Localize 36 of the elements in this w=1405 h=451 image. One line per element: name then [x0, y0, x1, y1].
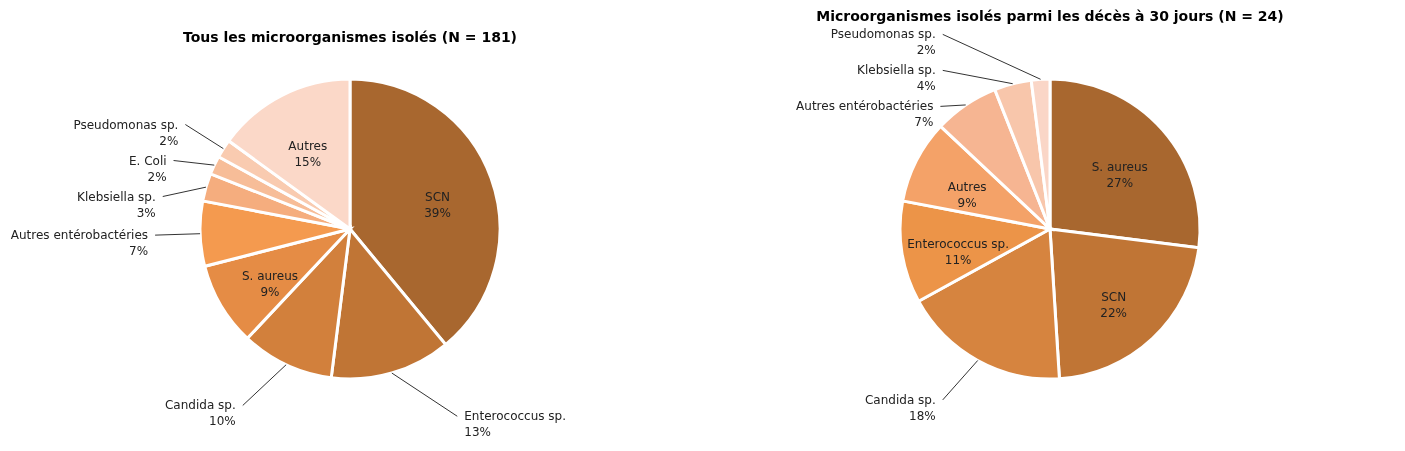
data-label: 9%: [260, 285, 280, 300]
slice-label: Enterococcus sp.: [907, 236, 1010, 251]
data-label: 22%: [1100, 305, 1127, 320]
data-label: 2%: [147, 169, 167, 184]
slice-label: Autres entérobactéries: [10, 228, 149, 243]
slice-label: SCN: [1101, 289, 1127, 304]
slice-label: Klebsiella sp.: [77, 189, 156, 204]
slice-label: S. aureus: [1091, 160, 1148, 175]
data-label: 2%: [916, 43, 936, 58]
data-label: 4%: [916, 79, 936, 94]
slice-label: S. aureus: [241, 269, 299, 284]
slice-label: Autres: [947, 179, 987, 194]
data-label: 13%: [464, 425, 491, 440]
data-label: 15%: [294, 155, 322, 170]
slice-label: Autres entérobactéries: [796, 99, 934, 114]
slice-label: Candida sp.: [864, 392, 936, 407]
slice-label: Pseudomonas sp.: [73, 117, 179, 132]
slice-label: E. Coli: [128, 153, 167, 168]
data-label: 11%: [944, 252, 972, 267]
data-label: 2%: [159, 133, 179, 148]
data-label: 27%: [1106, 176, 1134, 191]
data-label: 10%: [209, 414, 236, 429]
slice-label: Enterococcus sp.: [464, 409, 567, 424]
data-label: 9%: [957, 195, 977, 210]
data-label: 18%: [909, 408, 936, 423]
data-label: 7%: [129, 244, 149, 259]
data-label: 3%: [136, 205, 156, 220]
slice-label: Pseudomonas sp.: [830, 27, 936, 42]
chart-title: Tous les microorganismes isolés (N = 181): [182, 29, 518, 45]
slice-label: SCN: [425, 190, 450, 205]
data-label: 7%: [914, 115, 934, 130]
slice-label: Klebsiella sp.: [857, 63, 936, 78]
slice-label: Autres: [288, 139, 328, 154]
slice-label: Candida sp.: [164, 398, 236, 413]
chart-title: Microorganismes isolés parmi les décès à 30 jours (N = 24): [816, 8, 1284, 25]
data-label: 39%: [424, 206, 451, 221]
